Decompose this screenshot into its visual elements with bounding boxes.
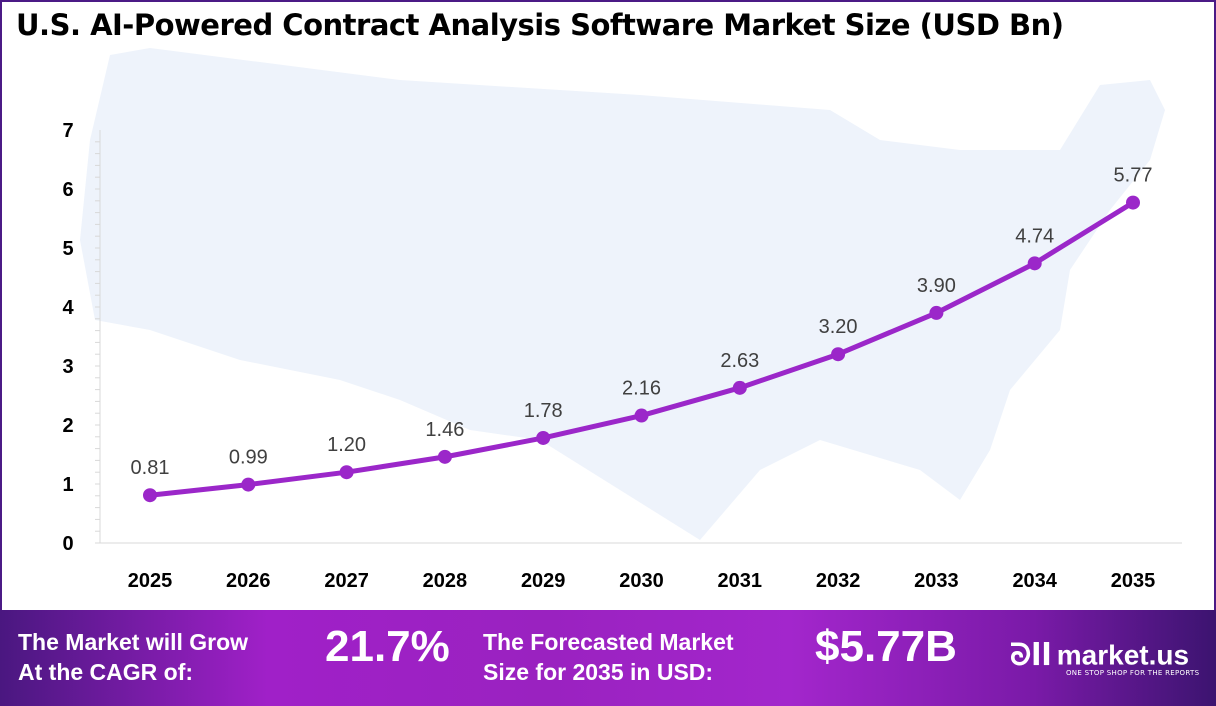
us-map-background xyxy=(80,48,1165,540)
y-tick-label: 1 xyxy=(62,474,73,496)
data-label: 1.20 xyxy=(327,434,366,456)
x-tick-label: 2033 xyxy=(914,570,959,592)
y-tick-label: 5 xyxy=(62,238,73,260)
data-label: 2.63 xyxy=(720,350,759,372)
x-tick-label: 2031 xyxy=(718,570,763,592)
forecast-label: The Forecasted Market Size for 2035 in US… xyxy=(483,627,734,687)
data-point xyxy=(437,449,452,464)
data-point xyxy=(143,488,157,503)
footer-banner: The Market will Grow At the CAGR of: 21.7… xyxy=(0,610,1216,706)
cagr-label-line2: At the CAGR of: xyxy=(18,659,194,685)
data-label: 3.90 xyxy=(917,275,956,297)
x-tick-label: 2029 xyxy=(521,570,566,592)
y-tick-label: 7 xyxy=(62,120,73,142)
x-tick-label: 2027 xyxy=(324,570,369,592)
cagr-value: 21.7% xyxy=(325,622,450,671)
y-tick-label: 6 xyxy=(62,179,73,201)
data-point xyxy=(1027,256,1042,271)
brand-logo: ᘐll market.us ONE STOP SHOP FOR THE REPO… xyxy=(1010,638,1199,677)
data-point xyxy=(241,477,256,492)
x-tick-label: 2028 xyxy=(423,570,468,592)
forecast-label-line2: Size for 2035 in USD: xyxy=(483,659,714,685)
forecast-label-line1: The Forecasted Market xyxy=(483,629,734,655)
chart-title: U.S. AI-Powered Contract Analysis Softwa… xyxy=(16,8,1064,42)
data-label: 3.20 xyxy=(819,316,858,338)
data-point xyxy=(929,305,944,320)
x-tick-label: 2035 xyxy=(1111,570,1156,592)
data-label: 2.16 xyxy=(622,378,661,400)
data-point xyxy=(536,430,551,445)
y-tick-label: 3 xyxy=(62,356,73,378)
x-tick-label: 2030 xyxy=(619,570,664,592)
line-chart: 0 1 2 3 4 5 6 7 2025 2026 2027 2028 2029 2030 2031 2032… xyxy=(62,48,1182,592)
data-label: 0.99 xyxy=(229,447,268,469)
x-tick-label: 2034 xyxy=(1012,570,1057,592)
data-point xyxy=(732,380,747,395)
y-tick-label: 4 xyxy=(62,297,74,319)
brand-tagline: ONE STOP SHOP FOR THE REPORTS xyxy=(1066,669,1200,677)
x-tick-label: 2025 xyxy=(128,570,173,592)
data-label: 0.81 xyxy=(131,457,170,479)
cagr-label-line1: The Market will Grow xyxy=(18,629,249,655)
cagr-label: The Market will Grow At the CAGR of: xyxy=(18,627,248,687)
market-us-logo-icon: ᘐll xyxy=(1010,638,1052,673)
data-label: 4.74 xyxy=(1015,225,1054,247)
data-label: 1.78 xyxy=(524,400,563,422)
data-point xyxy=(831,347,846,362)
brand-name: market.us xyxy=(1056,639,1190,671)
data-point xyxy=(1126,195,1140,210)
x-tick-label: 2026 xyxy=(226,570,271,592)
forecast-value: $5.77B xyxy=(815,622,957,671)
data-label: 5.77 xyxy=(1114,165,1153,187)
data-point xyxy=(339,465,354,480)
data-label: 1.46 xyxy=(425,419,464,441)
x-tick-label: 2032 xyxy=(816,570,861,592)
y-tick-label: 2 xyxy=(62,415,73,437)
y-tick-label: 0 xyxy=(62,533,73,555)
data-point xyxy=(634,408,649,423)
